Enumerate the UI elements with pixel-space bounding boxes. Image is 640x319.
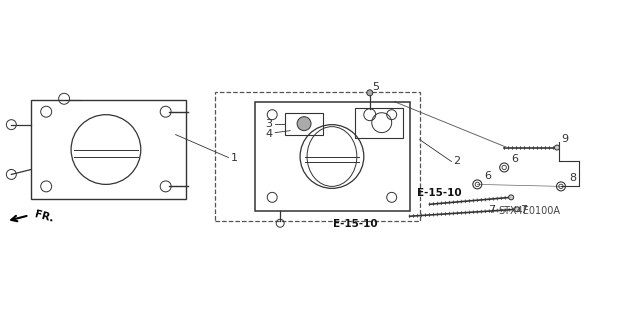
Text: 5: 5: [372, 82, 379, 92]
Text: 9: 9: [561, 134, 568, 144]
Text: 3: 3: [265, 119, 272, 129]
Text: 8: 8: [569, 174, 576, 183]
Circle shape: [509, 195, 514, 200]
Text: E-15-10: E-15-10: [333, 219, 377, 229]
Text: 7: 7: [520, 205, 527, 215]
Bar: [285, 113, 323, 135]
Bar: [216, 92, 420, 221]
Text: 4: 4: [265, 129, 272, 139]
Circle shape: [515, 207, 520, 212]
Text: 2: 2: [453, 157, 461, 167]
Text: 6: 6: [484, 171, 492, 182]
Circle shape: [367, 90, 372, 96]
Bar: [355, 108, 403, 137]
Bar: [255, 102, 410, 211]
Text: 1: 1: [230, 152, 237, 162]
Circle shape: [297, 117, 311, 130]
Bar: [31, 100, 186, 199]
Text: E-15-10: E-15-10: [417, 188, 462, 198]
Text: 7: 7: [488, 205, 495, 215]
Text: STX4E0100A: STX4E0100A: [498, 206, 560, 216]
Circle shape: [554, 145, 559, 150]
Text: 6: 6: [511, 154, 518, 165]
Text: FR.: FR.: [33, 209, 54, 224]
